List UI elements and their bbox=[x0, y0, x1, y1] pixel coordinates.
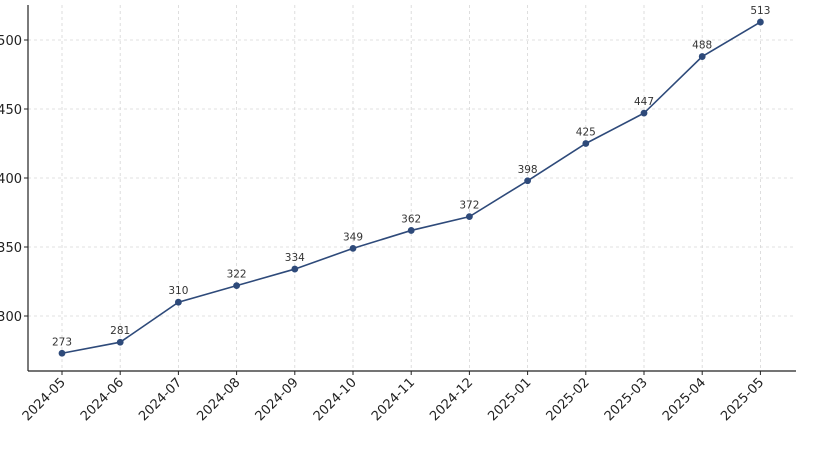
x-tick-label: 2024-05 bbox=[20, 375, 69, 424]
data-label: 362 bbox=[401, 213, 421, 225]
y-tick-label: 300 bbox=[0, 310, 22, 325]
data-label: 273 bbox=[52, 336, 72, 348]
data-point bbox=[466, 213, 473, 221]
data-points bbox=[58, 18, 764, 357]
data-label: 398 bbox=[518, 164, 538, 176]
x-tick-label: 2025-04 bbox=[660, 375, 709, 424]
x-tick-label: 2025-02 bbox=[544, 375, 593, 424]
data-point bbox=[698, 53, 706, 60]
data-label: 513 bbox=[750, 5, 770, 17]
x-ticks: 2024-05 2024-06 2024-07 2024-08 2024-09 2024-… bbox=[20, 371, 767, 424]
data-point bbox=[233, 282, 241, 290]
x-tick-label: 2025-05 bbox=[718, 375, 767, 424]
y-tick-label: 350 bbox=[0, 241, 22, 256]
data-point bbox=[582, 140, 590, 147]
x-tick-label: 2024-09 bbox=[253, 375, 302, 424]
data-point bbox=[349, 244, 357, 252]
x-tick-label: 2024-11 bbox=[369, 375, 418, 424]
data-label: 372 bbox=[459, 200, 479, 212]
data-point bbox=[116, 338, 124, 346]
data-label: 488 bbox=[692, 40, 712, 52]
data-point bbox=[58, 349, 66, 357]
y-tick-label: 400 bbox=[0, 172, 22, 187]
x-tick-label: 2024-06 bbox=[78, 375, 127, 424]
grid bbox=[28, 5, 796, 371]
data-label: 322 bbox=[227, 269, 247, 281]
data-label: 334 bbox=[285, 252, 305, 264]
data-point bbox=[640, 109, 648, 117]
y-tick-label: 450 bbox=[0, 103, 22, 118]
data-point bbox=[524, 177, 531, 185]
x-tick-label: 2024-07 bbox=[136, 375, 185, 424]
data-point bbox=[175, 298, 182, 306]
x-tick-label: 2024-08 bbox=[194, 375, 243, 424]
x-tick-label: 2025-03 bbox=[602, 375, 651, 424]
data-label: 281 bbox=[110, 325, 130, 337]
data-point bbox=[757, 18, 764, 26]
data-label: 425 bbox=[576, 127, 596, 139]
y-tick-label: 500 bbox=[0, 34, 22, 49]
x-tick-label: 2025-01 bbox=[485, 375, 534, 424]
data-label: 349 bbox=[343, 231, 363, 243]
x-tick-label: 2024-10 bbox=[311, 375, 360, 424]
data-label: 447 bbox=[634, 96, 654, 108]
y-ticks: 300 350 400 450 500 bbox=[0, 34, 28, 325]
data-label: 310 bbox=[168, 285, 188, 297]
axes bbox=[27, 5, 796, 372]
data-point bbox=[407, 227, 415, 234]
data-point bbox=[291, 265, 299, 273]
x-tick-label: 2024-12 bbox=[427, 375, 476, 424]
data-labels: 273 281 310 322 334 349 362 372 398 425 447 488 513 bbox=[52, 5, 770, 348]
